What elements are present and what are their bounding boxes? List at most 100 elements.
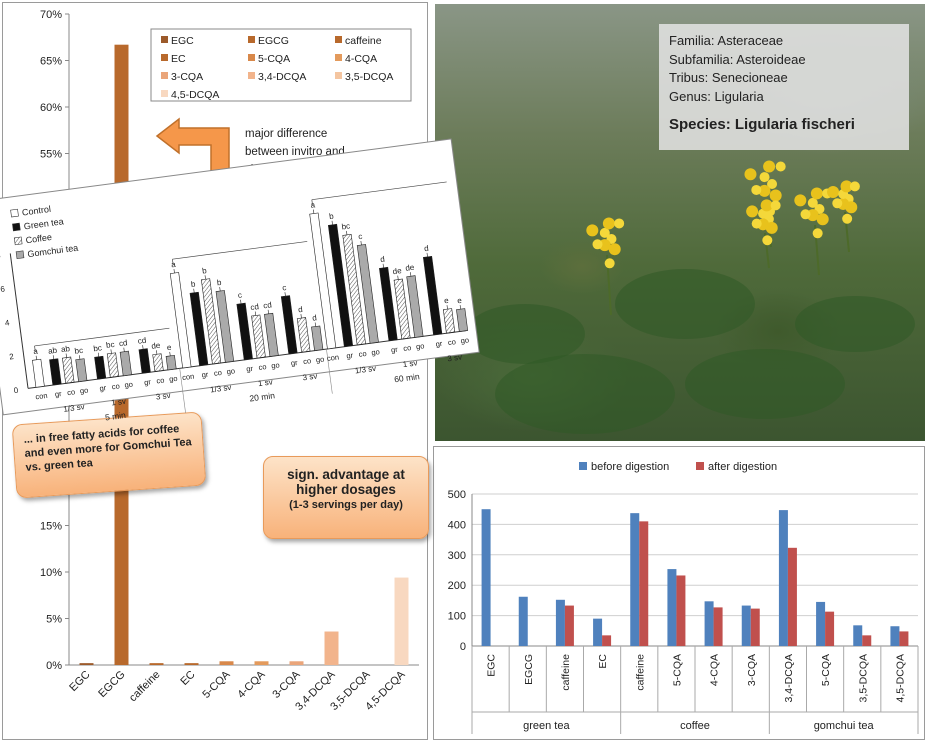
flower-blossom: [614, 218, 625, 229]
digestion-chart: 0 100 200 300 400 500 before digestion after di…: [448, 461, 919, 734]
flower-blossom: [763, 160, 776, 173]
legend: before digestion after digestion: [579, 461, 777, 473]
bar-after: [564, 605, 574, 646]
flower-blossom: [800, 209, 811, 220]
y-tick-label: 5%: [46, 614, 62, 626]
inset-bracket: [172, 241, 308, 266]
inset-significance-letter: b: [216, 278, 222, 288]
inset-legend-swatch: [10, 208, 19, 218]
inset-significance-letter: de: [405, 263, 416, 273]
y-tick-label: 100: [448, 611, 466, 623]
flower-blossom: [832, 198, 843, 209]
callout-dosage-line3: (1-3 servings per day): [289, 499, 403, 511]
flower-blossom: [760, 199, 773, 212]
inset-significance-letter: c: [358, 232, 363, 241]
inset-error-bar: [173, 269, 175, 274]
inset-significance-letter: bc: [341, 221, 351, 231]
x-tick-label: 4,5-DCQA: [894, 654, 906, 702]
bar-before: [667, 569, 677, 646]
y-tick-label: 0: [460, 641, 466, 653]
inset-y-tick-label: 6: [0, 284, 6, 294]
inset-error-bar: [300, 314, 302, 319]
flower-blossom: [608, 243, 621, 256]
inset-error-bar: [314, 322, 316, 327]
inset-significance-letter: bc: [74, 346, 84, 356]
bar-after: [639, 521, 649, 646]
leaf-cluster: [495, 354, 675, 434]
inset-significance-letter: ab: [60, 344, 71, 354]
x-tick-label: caffeine: [634, 654, 646, 691]
inset-x-tick-label: con: [326, 353, 339, 364]
inset-x-tick-label: go: [226, 366, 235, 376]
inset-y-tick-label: 4: [4, 318, 10, 328]
inset-dose-label: 1 sv: [111, 397, 127, 408]
legend-label: EGCG: [258, 35, 289, 47]
inset-significance-letter: a: [310, 200, 316, 210]
flower-blossom: [849, 181, 860, 192]
bar-after: [825, 611, 835, 646]
flower-blossom: [758, 184, 771, 197]
legend-swatch: [161, 90, 168, 97]
callout-dosage-advantage: sign. advantage at higher dosages (1-3 s…: [263, 456, 429, 539]
inset-dose-label: 3 sv: [302, 372, 318, 383]
x-tick-label: EC: [597, 654, 609, 669]
inset-significance-letter: c: [237, 291, 242, 300]
inset-bracket: [34, 327, 170, 352]
flower-blossom: [599, 227, 610, 238]
bar-4-5-dcqa: [394, 577, 409, 665]
inset-x-tick-label: co: [447, 337, 456, 347]
inset-error-bar: [360, 240, 362, 246]
legend-swatch-after: [696, 462, 704, 470]
inset-x-tick-label: co: [67, 387, 76, 397]
inset-x-tick-label: go: [79, 386, 88, 396]
inset-dose-label: 1 sv: [257, 377, 273, 388]
x-tick-label: 5-CQA: [820, 654, 832, 686]
flower-blossom: [842, 213, 853, 224]
y-tick-label: 60%: [40, 102, 62, 114]
flower-blossom: [794, 194, 807, 207]
inset-error-bar: [156, 350, 158, 355]
inset-error-bar: [410, 272, 412, 277]
yellow-flowers-illustration: [465, 160, 915, 434]
y-tick-label: 300: [448, 550, 466, 562]
legend-label: 3,4-DCQA: [258, 71, 306, 83]
bar-after: [602, 635, 612, 646]
flower-blossom: [602, 217, 615, 230]
bar-4-cqa: [254, 661, 269, 665]
bar-before: [704, 601, 714, 646]
flower-blossom: [770, 200, 781, 211]
group-label: green tea: [523, 720, 570, 732]
legend-label: 4-CQA: [345, 53, 377, 65]
taxonomy-tribus: Tribus: Senecioneae: [669, 70, 788, 85]
inset-significance-letter: de: [392, 266, 403, 276]
inset-x-tick-label: co: [258, 362, 267, 372]
inset-x-tick-label: go: [371, 347, 380, 357]
bar-before: [741, 605, 751, 646]
leaf-cluster: [465, 304, 585, 364]
inset-significance-letter: e: [444, 296, 450, 306]
flower-blossom: [746, 205, 759, 218]
inset-error-bar: [240, 299, 242, 304]
x-tick-label: EGCG: [523, 654, 535, 685]
bar-before: [518, 596, 528, 646]
inset-significance-letter: ab: [48, 346, 59, 356]
inset-dose-label: 1 sv: [402, 358, 418, 369]
bar-egc: [79, 663, 94, 665]
bar-before: [630, 513, 640, 646]
inset-significance-letter: e: [166, 343, 172, 353]
inset-x-tick-label: co: [403, 343, 412, 353]
inset-legend-label: Control: [21, 204, 51, 218]
callout-dosage-line1: sign. advantage at: [287, 467, 405, 482]
bar-before: [778, 510, 788, 646]
inset-x-tick-label: gr: [290, 358, 298, 368]
inset-time-label: 20 min: [249, 390, 276, 403]
flower-blossom: [586, 224, 599, 237]
inset-error-bar: [65, 353, 67, 358]
inset-group-divider: [326, 349, 333, 394]
bar-before: [853, 625, 863, 646]
y-tick-label: 15%: [40, 521, 62, 533]
inset-error-bar: [169, 351, 171, 356]
legend-label: 3,5-DCQA: [345, 71, 393, 83]
